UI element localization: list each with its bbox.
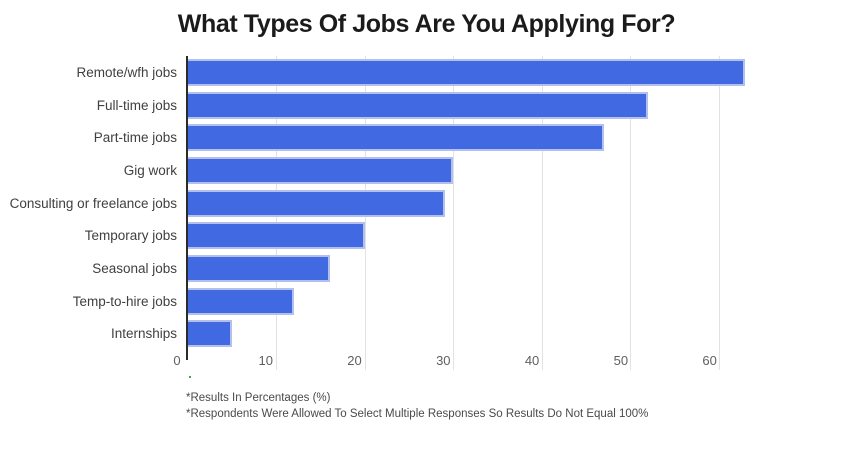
x-tick-label: 10	[258, 353, 273, 369]
bar-row	[188, 318, 763, 351]
x-tick-label: 50	[613, 353, 629, 369]
x-tick-label: 20	[347, 353, 362, 369]
bar	[188, 58, 746, 86]
x-tick-label: 60	[702, 353, 717, 369]
gridline	[718, 56, 720, 371]
bar	[188, 222, 365, 250]
bar	[188, 124, 604, 152]
footnote-multiple-responses: *Respondents Were Allowed To Select Mult…	[186, 408, 649, 421]
bar	[188, 189, 445, 217]
category-label: Temp-to-hire jobs	[72, 293, 177, 309]
bar-chart: Remote/wfh jobs Full-time jobs Part-time j…	[0, 56, 853, 371]
bar-row	[188, 121, 763, 154]
y-axis-line	[186, 350, 188, 361]
category-label: Gig work	[123, 162, 177, 178]
bar	[188, 91, 648, 119]
plot-area	[186, 56, 763, 371]
bar-row	[188, 252, 763, 285]
chart-title: What Types Of Jobs Are You Applying For?	[177, 10, 676, 38]
bar-row	[188, 154, 763, 187]
category-label: Full-time jobs	[96, 97, 177, 113]
x-axis: 0 10 20 30 40 50 60	[173, 350, 763, 370]
bar-row	[188, 56, 763, 89]
category-label: Remote/wfh jobs	[76, 64, 177, 80]
bar	[188, 287, 295, 315]
category-axis: Remote/wfh jobs Full-time jobs Part-time j…	[0, 56, 186, 350]
bar-row	[188, 285, 763, 318]
category-label: Internships	[110, 326, 177, 342]
x-tick-label: 0	[173, 353, 181, 369]
gridline	[453, 56, 455, 371]
x-tick-label: 30	[436, 353, 451, 369]
bar-row	[188, 89, 763, 122]
bar	[188, 320, 233, 348]
survey-bar-chart-page: What Types Of Jobs Are You Applying For?…	[0, 9, 853, 451]
category-label: Part-time jobs	[93, 130, 177, 146]
category-label: Seasonal jobs	[92, 260, 177, 276]
gridline	[541, 56, 543, 371]
gridline	[630, 56, 632, 371]
category-label: Consulting or freelance jobs	[9, 195, 177, 211]
x-tick-label: 40	[524, 353, 540, 369]
bar-row	[188, 219, 763, 252]
green-dot-artifact	[189, 376, 191, 378]
footnote-percentages: *Results In Percentages (%)	[186, 392, 331, 405]
bar-row	[188, 187, 763, 220]
footnotes: *Results In Percentages (%) *Respondents…	[186, 390, 853, 422]
category-label: Temporary jobs	[84, 228, 177, 244]
bar	[188, 156, 454, 184]
bar	[188, 254, 330, 282]
